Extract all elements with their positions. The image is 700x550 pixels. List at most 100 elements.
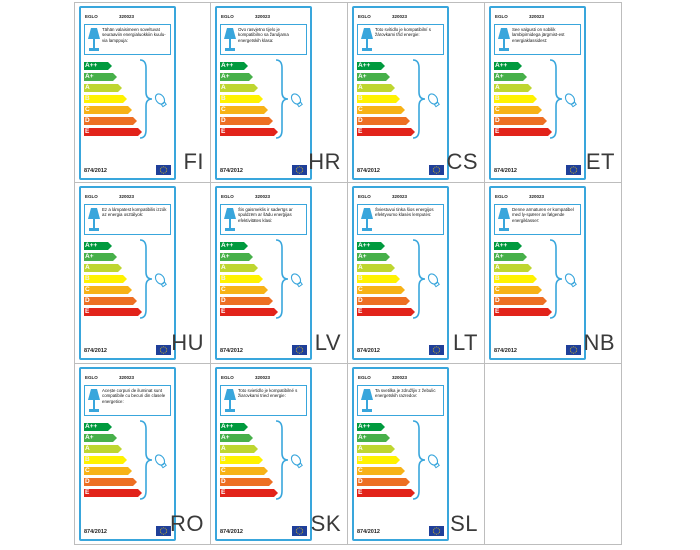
energy-class-label: A++ — [85, 423, 98, 430]
energy-class-label: D — [221, 478, 226, 485]
energy-class-label: C — [358, 106, 363, 113]
energy-class-scale: A++ A+ A B C D E — [357, 423, 417, 499]
compatibility-box: Šis gaismeklis ir saderīgs ar spuldzēm a… — [220, 204, 307, 235]
energy-class-bar: C — [357, 467, 406, 475]
energy-class-label: A — [85, 84, 90, 91]
energy-class-bar: A — [220, 84, 259, 92]
eu-flag-icon — [156, 165, 171, 175]
brand-name: EGLO — [85, 375, 98, 380]
energy-class-label: A — [358, 84, 363, 91]
energy-class-label: D — [495, 117, 500, 124]
energy-class-bar: C — [494, 106, 543, 114]
energy-label-card: EGLO 320023 Ez a lámpatest kompatibilis iz… — [79, 186, 176, 360]
language-code: FI — [183, 149, 204, 174]
class-range-brace-icon — [274, 238, 310, 320]
language-code: LT — [452, 330, 478, 355]
brand-name: EGLO — [358, 14, 371, 19]
energy-class-bar: C — [84, 467, 133, 475]
energy-class-scale: A++ A+ A B C D E — [84, 242, 144, 318]
energy-class-bar: D — [220, 297, 274, 305]
regulation-number: 874/2012 — [84, 348, 107, 354]
energy-class-bar: D — [84, 117, 138, 125]
energy-class-scale: A++ A+ A B C D E — [220, 423, 280, 499]
energy-class-label: A+ — [495, 73, 504, 80]
energy-class-bar: A — [220, 264, 259, 272]
regulation-number: 874/2012 — [357, 348, 380, 354]
energy-class-bar: A+ — [220, 73, 254, 81]
language-code: NB — [583, 330, 615, 355]
energy-class-label: A+ — [221, 253, 230, 260]
label-header: EGLO 320023 — [495, 14, 544, 19]
energy-class-bar: A++ — [357, 242, 386, 250]
energy-class-label: A++ — [495, 242, 508, 249]
energy-class-bar: A+ — [84, 73, 118, 81]
energy-class-label: A+ — [358, 434, 367, 441]
energy-class-bar: A++ — [220, 62, 249, 70]
energy-class-bar: E — [220, 128, 279, 136]
regulation-number: 874/2012 — [494, 168, 517, 174]
energy-class-label: B — [358, 275, 363, 282]
energy-label-card: EGLO 320023 Šis gaismeklis ir saderīgs ar … — [215, 186, 312, 360]
compatibility-box: Toto svítidlo je kompatibilní s žárovkam… — [357, 24, 444, 55]
energy-class-bar: D — [494, 297, 548, 305]
energy-class-bar: A+ — [357, 253, 391, 261]
lamp-icon — [223, 207, 237, 233]
language-code: ET — [585, 149, 615, 174]
language-code: LV — [314, 330, 341, 355]
energy-class-label: E — [495, 128, 500, 135]
energy-class-label: A++ — [85, 62, 98, 69]
energy-class-bar: C — [357, 106, 406, 114]
energy-class-label: B — [85, 456, 90, 463]
energy-class-label: C — [495, 286, 500, 293]
energy-class-bar: D — [357, 117, 411, 125]
eu-flag-icon — [156, 345, 171, 355]
brand-name: EGLO — [221, 194, 234, 199]
class-range-brace-icon — [411, 58, 447, 140]
energy-class-label: D — [358, 117, 363, 124]
language-code: SK — [310, 511, 341, 536]
energy-class-label: A+ — [85, 73, 94, 80]
energy-class-bar: B — [357, 456, 401, 464]
model-number: 320023 — [119, 194, 135, 199]
class-range-brace-icon — [411, 238, 447, 320]
regulation-number: 874/2012 — [84, 168, 107, 174]
energy-class-scale: A++ A+ A B C D E — [220, 242, 280, 318]
class-range-brace-icon — [274, 58, 310, 140]
brand-name: EGLO — [495, 194, 508, 199]
energy-class-label: A++ — [358, 423, 371, 430]
energy-class-bar: E — [220, 308, 279, 316]
energy-label-card: EGLO 320023 Ta svetilka je združljiv z žeb… — [352, 367, 449, 541]
energy-label-card: EGLO 320023 Acește corpuri de iluminat sun… — [79, 367, 176, 541]
energy-class-bar: E — [494, 128, 553, 136]
eu-flag-icon — [156, 526, 171, 536]
model-number: 320023 — [392, 194, 408, 199]
class-range-brace-icon — [138, 419, 174, 501]
energy-class-label: A+ — [85, 434, 94, 441]
energy-class-label: C — [495, 106, 500, 113]
energy-class-label: D — [358, 297, 363, 304]
energy-class-label: B — [85, 275, 90, 282]
energy-class-bar: D — [357, 478, 411, 486]
compatibility-text: Šis gaismeklis ir saderīgs ar spuldzēm a… — [238, 207, 293, 223]
eu-flag-icon — [429, 345, 444, 355]
brand-name: EGLO — [358, 375, 371, 380]
compatibility-text: Toto svítidlo je kompatibilní s žárovkam… — [375, 27, 431, 38]
label-cell-sk: EGLO 320023 Toto svietidlo je kompatibilné… — [211, 364, 348, 545]
energy-class-bar: E — [357, 128, 416, 136]
model-number: 320023 — [255, 14, 271, 19]
model-number: 320023 — [255, 194, 271, 199]
label-cell-hr: EGLO 320023 Ovo rasvjetno tijelo je kompat… — [211, 2, 348, 183]
energy-class-bar: D — [84, 297, 138, 305]
compatibility-text: Acește corpuri de iluminat sunt compatib… — [102, 388, 166, 404]
energy-class-label: E — [495, 308, 500, 315]
energy-class-bar: A — [84, 445, 123, 453]
language-code: RO — [170, 511, 204, 536]
energy-class-label: E — [85, 308, 90, 315]
energy-class-label: C — [221, 286, 226, 293]
model-number: 320023 — [119, 375, 135, 380]
energy-class-label: C — [358, 286, 363, 293]
energy-class-bar: A+ — [84, 434, 118, 442]
energy-class-label: E — [358, 128, 363, 135]
compatibility-text: Ez a lámpatest kompatibilis izzók az ene… — [102, 207, 167, 218]
energy-class-label: B — [358, 95, 363, 102]
